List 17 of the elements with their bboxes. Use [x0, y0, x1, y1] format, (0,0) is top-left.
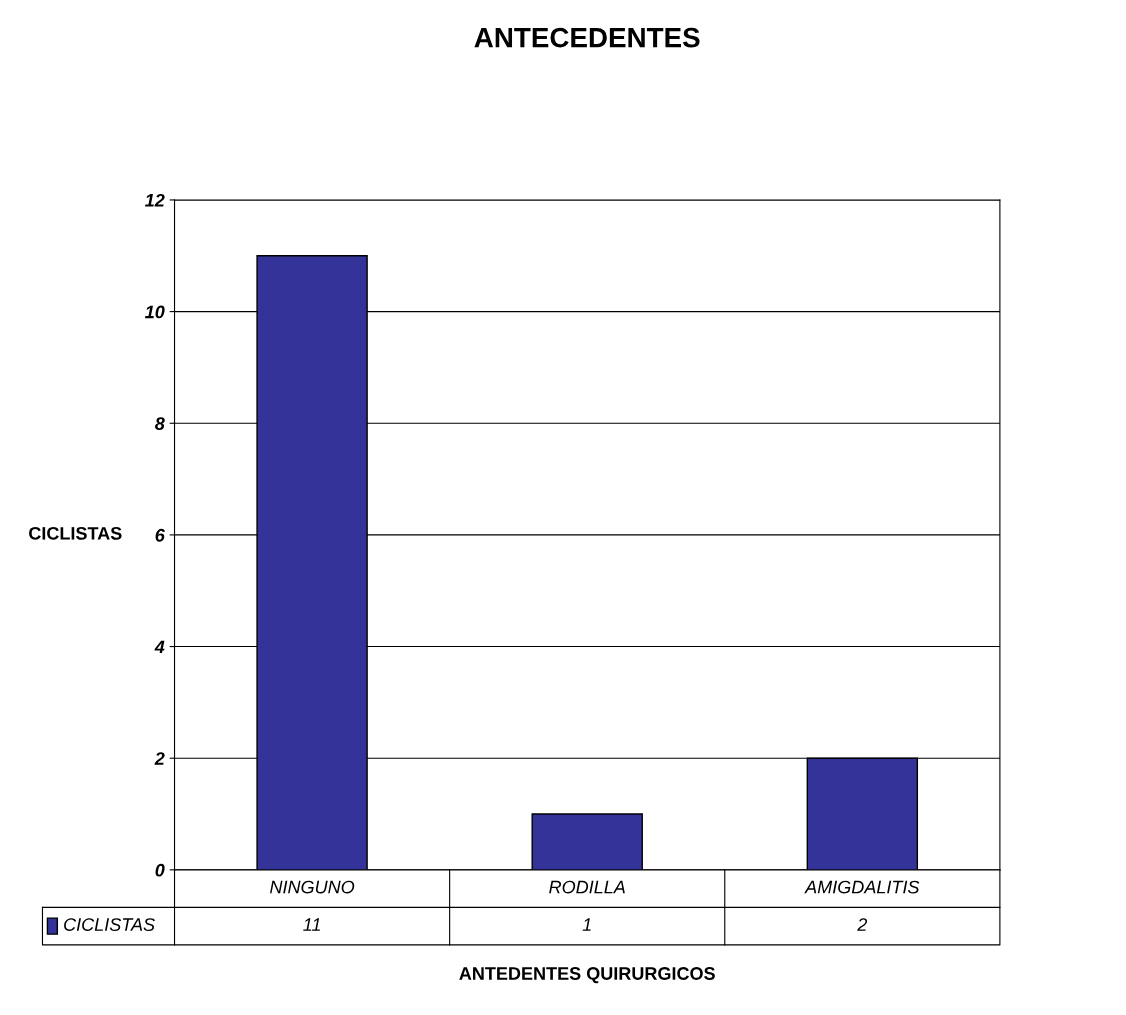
x-tick-label: NINGUNO — [270, 880, 355, 894]
y-tick-label: 10 — [145, 305, 165, 319]
x-tick-label: RODILLA — [549, 880, 625, 894]
y-tick-label: 0 — [155, 863, 165, 877]
y-tick-label: 6 — [155, 528, 165, 542]
chart-title: ANTECEDENTES — [474, 27, 700, 48]
data-label: 11 — [303, 918, 320, 931]
data-label: 2 — [857, 918, 868, 931]
data-label: 1 — [582, 918, 591, 931]
y-tick-label: 12 — [145, 193, 165, 207]
x-axis-title: ANTEDENTES QUIRURGICOS — [459, 967, 715, 984]
x-tick-label: AMIGDALITIS — [804, 880, 920, 894]
y-tick-label: 4 — [154, 640, 165, 654]
y-axis-title: CICLISTAS — [29, 526, 122, 540]
y-tick-label: 8 — [155, 417, 165, 430]
legend-label: CICLISTAS — [64, 918, 155, 931]
y-tick-label: 2 — [154, 752, 165, 765]
